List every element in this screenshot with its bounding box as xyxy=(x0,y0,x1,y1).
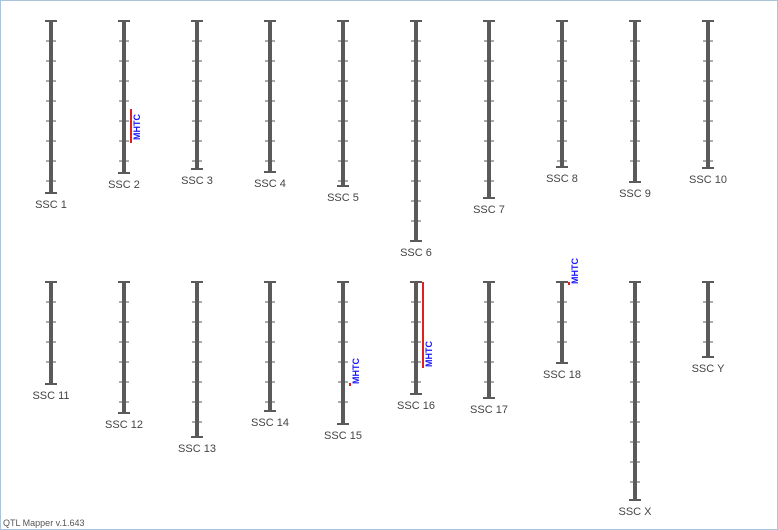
chromosome-label: SSC 9 xyxy=(619,188,651,200)
chromosome-label: SSC 2 xyxy=(108,179,140,191)
qtl-region xyxy=(130,109,132,143)
chromosome xyxy=(122,21,126,173)
chromosome-label: SSC Y xyxy=(692,363,725,375)
qtl-label: MHTC xyxy=(351,358,361,384)
chromosome-label: SSC X xyxy=(618,506,652,518)
chromosome xyxy=(341,21,345,186)
chromosome xyxy=(49,21,53,193)
chromosome-label: SSC 3 xyxy=(181,175,213,187)
chromosome-label: SSC 12 xyxy=(105,419,143,431)
chromosome xyxy=(487,21,491,198)
chromosome-label: SSC 5 xyxy=(327,192,359,204)
chromosome xyxy=(414,282,418,394)
chromosome-label: SSC 4 xyxy=(254,178,286,190)
chromosome xyxy=(341,282,345,424)
chromosome xyxy=(268,21,272,172)
chromosome-label: SSC 6 xyxy=(400,247,432,259)
version-footer: QTL Mapper v.1.643 xyxy=(3,518,85,528)
qtl-label: MHTC xyxy=(424,341,434,367)
qtl-label: MHTC xyxy=(132,114,142,140)
chromosome-label: SSC 17 xyxy=(470,404,508,416)
chromosome-label: SSC 1 xyxy=(35,199,67,211)
chromosome-label: SSC 11 xyxy=(32,390,69,402)
chromosome xyxy=(49,282,53,384)
chromosome-label: SSC 13 xyxy=(178,443,216,455)
chromosome xyxy=(487,282,491,398)
chromosome xyxy=(195,282,199,437)
chromosome-label: SSC 18 xyxy=(543,369,581,381)
chromosome xyxy=(633,282,637,500)
chromosome-label: SSC 16 xyxy=(397,400,435,412)
qtl-region xyxy=(422,282,424,368)
chromosome-label: SSC 8 xyxy=(546,173,578,185)
chromosome xyxy=(560,21,564,167)
qtl-region xyxy=(568,282,570,285)
qtl-label: MHTC xyxy=(570,258,580,284)
chromosome xyxy=(122,282,126,413)
chromosome-label: SSC 15 xyxy=(324,430,362,442)
chromosome-label: SSC 14 xyxy=(251,417,289,429)
qtl-region xyxy=(349,383,351,386)
chromosome xyxy=(414,21,418,241)
chromosome xyxy=(706,282,710,357)
chromosome xyxy=(268,282,272,411)
chromosome xyxy=(195,21,199,169)
chromosome-label: SSC 7 xyxy=(473,204,505,216)
chromosome xyxy=(706,21,710,168)
chromosome-label: SSC 10 xyxy=(689,174,727,186)
